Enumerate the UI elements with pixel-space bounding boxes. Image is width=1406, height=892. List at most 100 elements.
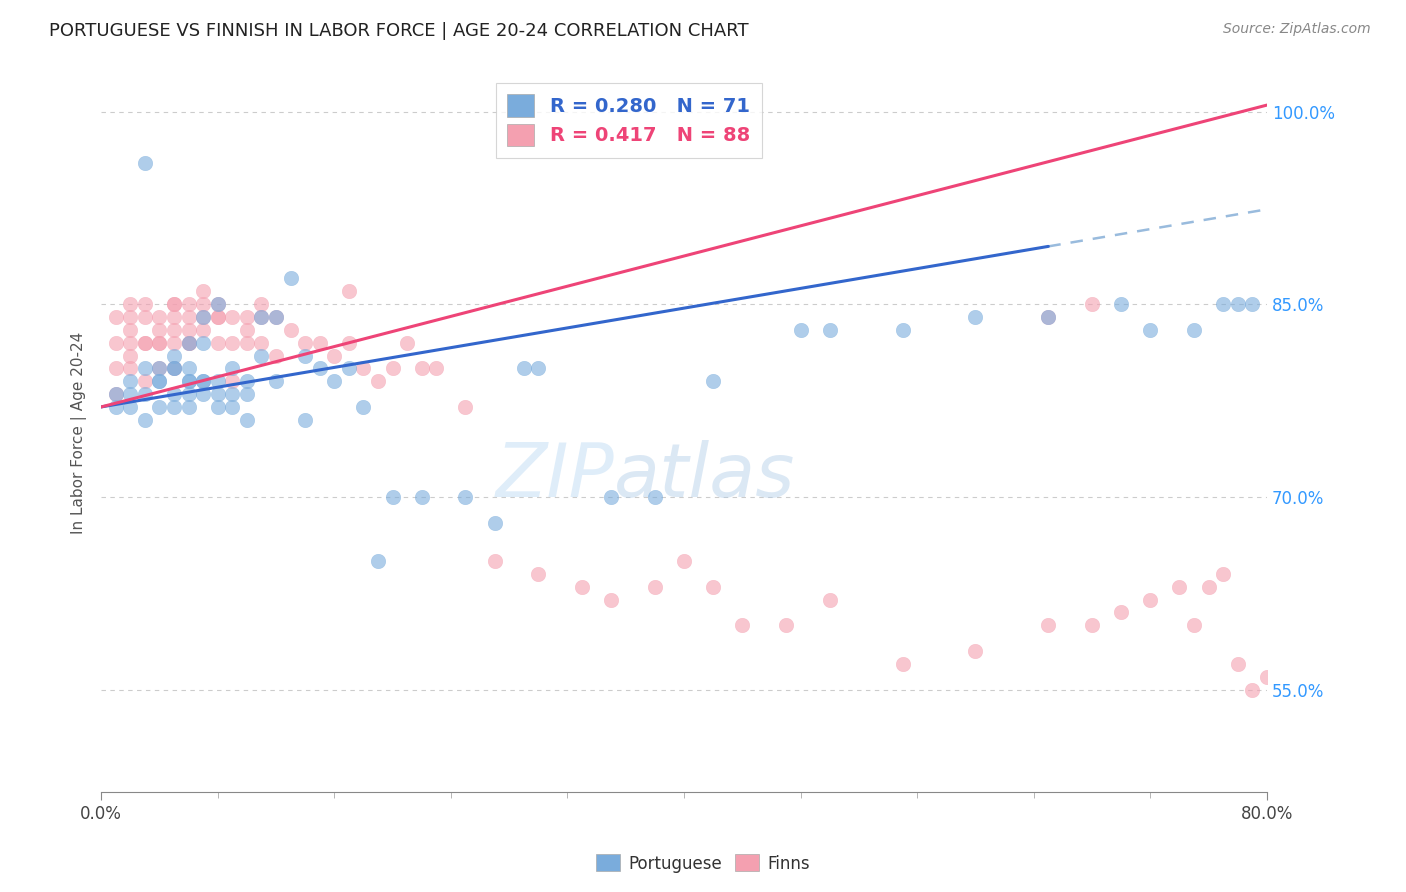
Point [207, 297, 229, 311]
Point [163, 297, 186, 311]
Point [308, 335, 330, 350]
Point [207, 374, 229, 388]
Point [177, 310, 200, 324]
Point [1139, 323, 1161, 337]
Y-axis label: In Labor Force | Age 20-24: In Labor Force | Age 20-24 [72, 332, 87, 533]
Point [1038, 618, 1060, 632]
Point [644, 490, 666, 504]
Point [818, 323, 841, 337]
Point [1182, 323, 1205, 337]
Point [104, 387, 127, 401]
Point [120, 349, 142, 363]
Point [163, 400, 186, 414]
Point [120, 297, 142, 311]
Point [191, 335, 214, 350]
Point [148, 361, 170, 376]
Point [250, 297, 273, 311]
Point [280, 271, 302, 285]
Point [236, 413, 259, 427]
Point [731, 618, 754, 632]
Point [381, 490, 404, 504]
Point [396, 335, 419, 350]
Point [191, 323, 214, 337]
Point [221, 374, 243, 388]
Point [120, 374, 142, 388]
Point [323, 374, 346, 388]
Point [250, 335, 273, 350]
Point [454, 400, 477, 414]
Point [294, 413, 316, 427]
Point [177, 335, 200, 350]
Point [367, 374, 389, 388]
Point [104, 361, 127, 376]
Point [148, 400, 170, 414]
Point [1168, 580, 1191, 594]
Point [337, 335, 360, 350]
Point [1081, 618, 1104, 632]
Point [177, 387, 200, 401]
Point [702, 374, 724, 388]
Point [1081, 297, 1104, 311]
Point [1241, 297, 1264, 311]
Point [134, 297, 156, 311]
Point [600, 592, 623, 607]
Point [411, 490, 433, 504]
Point [1038, 310, 1060, 324]
Point [600, 490, 623, 504]
Point [818, 592, 841, 607]
Point [207, 335, 229, 350]
Point [207, 297, 229, 311]
Point [352, 400, 374, 414]
Point [120, 387, 142, 401]
Point [134, 156, 156, 170]
Point [294, 335, 316, 350]
Point [221, 400, 243, 414]
Point [134, 335, 156, 350]
Point [236, 310, 259, 324]
Point [1038, 310, 1060, 324]
Point [148, 374, 170, 388]
Point [134, 310, 156, 324]
Text: PORTUGUESE VS FINNISH IN LABOR FORCE | AGE 20-24 CORRELATION CHART: PORTUGUESE VS FINNISH IN LABOR FORCE | A… [49, 22, 749, 40]
Point [177, 400, 200, 414]
Point [221, 335, 243, 350]
Point [163, 361, 186, 376]
Point [177, 335, 200, 350]
Point [120, 335, 142, 350]
Point [221, 361, 243, 376]
Point [352, 361, 374, 376]
Point [1241, 682, 1264, 697]
Point [191, 285, 214, 299]
Point [191, 297, 214, 311]
Point [221, 310, 243, 324]
Point [163, 323, 186, 337]
Point [191, 374, 214, 388]
Point [163, 310, 186, 324]
Point [148, 323, 170, 337]
Point [250, 310, 273, 324]
Point [512, 361, 534, 376]
Point [134, 361, 156, 376]
Point [294, 349, 316, 363]
Legend: Portuguese, Finns: Portuguese, Finns [589, 847, 817, 880]
Point [484, 554, 506, 568]
Text: Source: ZipAtlas.com: Source: ZipAtlas.com [1223, 22, 1371, 37]
Point [337, 361, 360, 376]
Point [250, 310, 273, 324]
Point [484, 516, 506, 530]
Point [323, 349, 346, 363]
Point [177, 297, 200, 311]
Point [891, 323, 914, 337]
Point [177, 361, 200, 376]
Point [120, 361, 142, 376]
Point [177, 335, 200, 350]
Point [789, 323, 811, 337]
Point [425, 361, 447, 376]
Point [177, 374, 200, 388]
Point [775, 618, 797, 632]
Point [454, 490, 477, 504]
Point [337, 285, 360, 299]
Point [207, 400, 229, 414]
Point [191, 310, 214, 324]
Point [148, 361, 170, 376]
